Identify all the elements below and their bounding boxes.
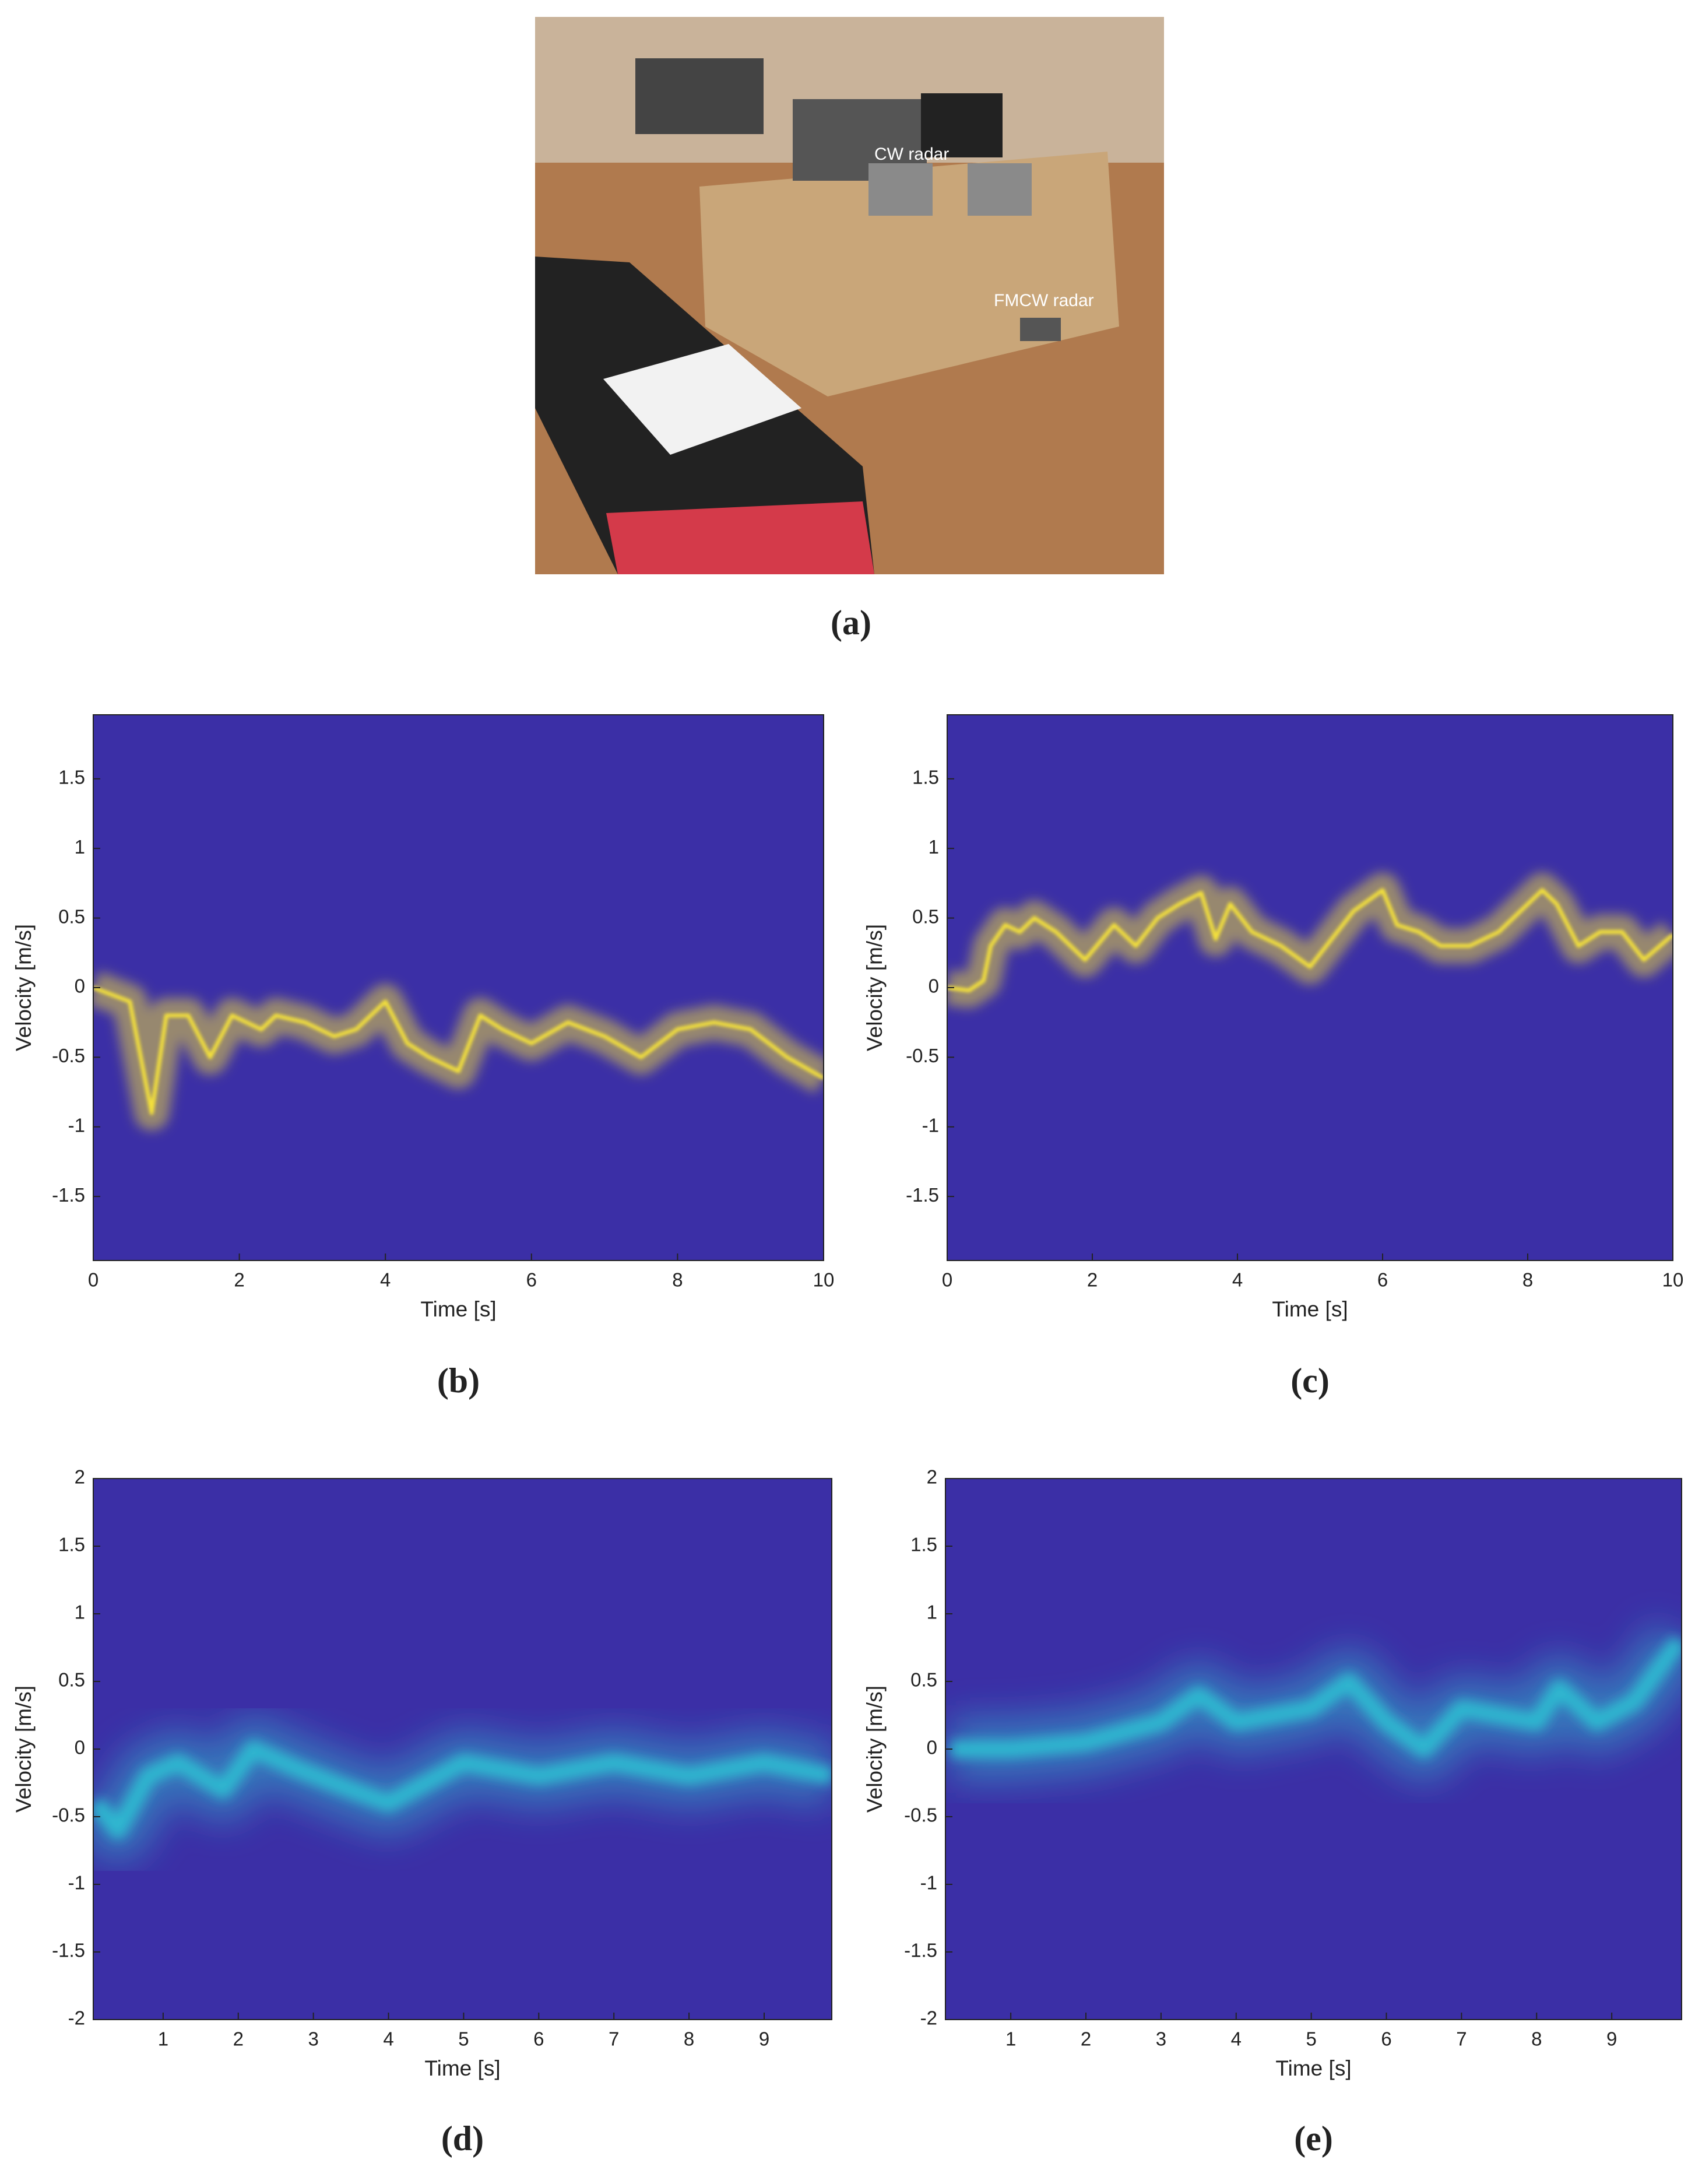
x-tick-label: 4	[383, 2028, 393, 2050]
x-axis-label: Time [s]	[424, 2056, 500, 2080]
y-tick-label: -1	[920, 1872, 937, 1894]
y-tick-label: 0	[75, 975, 85, 997]
x-tick-label: 0	[88, 1269, 99, 1291]
caption: (c)	[1290, 1361, 1330, 1400]
photo-label: CW radar	[874, 145, 949, 164]
x-tick-label: 2	[1081, 2028, 1091, 2050]
y-tick-label: 1.5	[58, 767, 85, 788]
y-tick-label: -1.5	[904, 1940, 937, 1961]
laptop	[921, 93, 1003, 157]
y-tick-label: -0.5	[52, 1045, 85, 1066]
fmcw-radar	[1020, 318, 1061, 341]
bench-base	[606, 501, 874, 574]
x-tick-label: 7	[1456, 2028, 1467, 2050]
y-tick-label: -1	[68, 1872, 85, 1894]
plot-background	[947, 715, 1673, 1260]
x-axis-label: Time [s]	[420, 1297, 496, 1321]
x-tick-label: 4	[380, 1269, 391, 1291]
y-tick-label: 1	[75, 836, 85, 858]
y-tick-label: 0.5	[910, 1669, 937, 1691]
y-tick-label: 0	[75, 1737, 85, 1758]
y-tick-label: 1.5	[910, 1534, 937, 1556]
y-tick-label: 2	[75, 1466, 85, 1488]
y-tick-label: 0.5	[912, 905, 939, 927]
y-tick-label: -2	[920, 2007, 937, 2029]
y-tick-label: -0.5	[904, 1804, 937, 1826]
plot-background	[93, 715, 824, 1260]
x-tick-label: 2	[1087, 1269, 1098, 1291]
x-tick-label: 6	[1377, 1269, 1388, 1291]
y-tick-label: 2	[927, 1466, 937, 1488]
x-tick-label: 5	[458, 2028, 469, 2050]
y-axis-label: Velocity [m/s]	[863, 1686, 887, 1813]
x-tick-label: 1	[1005, 2028, 1016, 2050]
plot-area	[951, 1621, 1682, 1781]
y-tick-label: -0.5	[906, 1045, 939, 1066]
y-tick-label: 1.5	[58, 1534, 85, 1556]
x-tick-label: 6	[1381, 2028, 1391, 2050]
y-tick-label: 0	[927, 1737, 937, 1758]
caption: (a)	[831, 603, 871, 642]
y-tick-label: -1	[68, 1114, 85, 1136]
x-tick-label: 9	[759, 2028, 769, 2050]
x-tick-label: 4	[1231, 2028, 1242, 2050]
y-axis-label: Velocity [m/s]	[12, 924, 36, 1051]
y-tick-label: 1.5	[912, 767, 939, 788]
x-tick-label: 7	[609, 2028, 619, 2050]
y-tick-label: 0	[929, 975, 939, 997]
photo: CW radar FMCW radar	[535, 17, 1164, 574]
x-tick-label: 8	[684, 2028, 694, 2050]
x-axis-label: Time [s]	[1275, 2056, 1351, 2080]
y-tick-label: 0.5	[58, 1669, 85, 1691]
x-tick-label: 6	[526, 1269, 537, 1291]
y-axis-label: Velocity [m/s]	[12, 1686, 36, 1813]
x-tick-label: 2	[234, 1269, 244, 1291]
cw-radar	[968, 163, 1032, 216]
plot-area	[93, 971, 824, 1130]
x-tick-label: 1	[158, 2028, 168, 2050]
ridge	[947, 888, 1673, 993]
x-tick-label: 10	[1662, 1269, 1684, 1291]
x-tick-label: 8	[1531, 2028, 1542, 2050]
x-tick-label: 8	[672, 1269, 683, 1291]
x-tick-label: 3	[308, 2028, 318, 2050]
x-axis-label: Time [s]	[1272, 1297, 1348, 1321]
y-tick-label: 1	[929, 836, 939, 858]
plot-area	[93, 1717, 832, 1863]
x-tick-label: 3	[1156, 2028, 1166, 2050]
y-tick-label: -1.5	[52, 1940, 85, 1961]
caption: (b)	[437, 1361, 480, 1400]
y-tick-label: -1.5	[52, 1184, 85, 1206]
photo-label: FMCW radar	[994, 291, 1094, 310]
x-tick-label: 6	[533, 2028, 544, 2050]
caption: (e)	[1294, 2119, 1333, 2158]
y-tick-label: -1	[922, 1114, 939, 1136]
x-tick-label: 8	[1522, 1269, 1533, 1291]
y-tick-label: 0.5	[58, 905, 85, 927]
caption: (d)	[441, 2119, 484, 2158]
cw-radar	[868, 163, 933, 216]
ridge	[93, 1740, 832, 1839]
notebook	[603, 344, 801, 455]
x-tick-label: 4	[1232, 1269, 1243, 1291]
y-tick-label: 1	[75, 1602, 85, 1623]
y-tick-label: -2	[68, 2007, 85, 2029]
x-tick-label: 2	[233, 2028, 244, 2050]
y-tick-label: -0.5	[52, 1804, 85, 1826]
y-tick-label: -1.5	[906, 1184, 939, 1206]
laptop	[635, 58, 764, 134]
ridge	[951, 1635, 1682, 1758]
x-tick-label: 5	[1306, 2028, 1316, 2050]
x-tick-label: 10	[813, 1269, 835, 1291]
ridge	[93, 985, 824, 1115]
y-axis-label: Velocity [m/s]	[863, 924, 887, 1051]
plot-area	[947, 872, 1673, 1008]
x-tick-label: 9	[1606, 2028, 1617, 2050]
x-tick-label: 0	[942, 1269, 952, 1291]
y-tick-label: 1	[927, 1602, 937, 1623]
